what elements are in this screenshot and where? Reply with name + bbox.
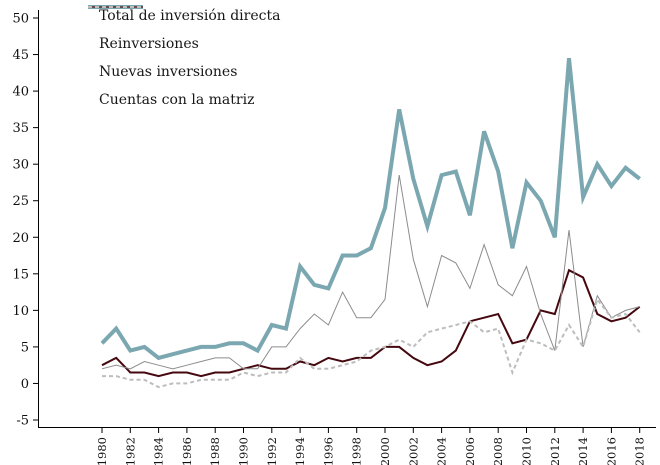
x-tick-label: 1994 bbox=[293, 437, 307, 465]
legend-label-cuentas: Cuentas con la matriz bbox=[99, 92, 255, 108]
legend-line-cuentas bbox=[88, 6, 143, 8]
y-tick-label: 10 bbox=[12, 304, 29, 319]
legend: Total de inversión directa Reinversiones… bbox=[88, 2, 280, 114]
x-tick-label: 1996 bbox=[321, 437, 335, 465]
series-line-0 bbox=[100, 57, 641, 361]
y-tick-label: 35 bbox=[12, 121, 29, 136]
y-tick-label: 5 bbox=[21, 340, 29, 355]
legend-item-nuevas: Nuevas inversiones bbox=[88, 6, 280, 86]
legend-item-reinversiones: Reinversiones bbox=[88, 6, 280, 58]
legend-label-nuevas: Nuevas inversiones bbox=[99, 64, 238, 80]
x-tick-label: 1986 bbox=[180, 437, 194, 465]
legend-label-total: Total de inversión directa bbox=[99, 8, 281, 24]
series-line-3 bbox=[102, 297, 641, 389]
y-tick-label: 30 bbox=[12, 158, 29, 173]
x-tick-label: 1980 bbox=[95, 437, 109, 465]
x-tick-label: 2002 bbox=[406, 437, 420, 465]
x-tick-label: 1982 bbox=[123, 437, 137, 465]
y-tick-label: 45 bbox=[12, 48, 29, 63]
x-tick-label: 1988 bbox=[208, 437, 222, 465]
x-tick-label: 2004 bbox=[435, 437, 449, 465]
x-tick-label: 1992 bbox=[265, 437, 279, 465]
x-tick-label: 2010 bbox=[520, 437, 534, 465]
x-tick-label: 2018 bbox=[633, 437, 647, 465]
y-tick-label: 50 bbox=[12, 12, 29, 27]
y-tick-label: 15 bbox=[12, 267, 29, 282]
x-tick-label: 2014 bbox=[576, 437, 590, 465]
x-tick-label: 1984 bbox=[152, 437, 166, 465]
series-line-2 bbox=[101, 175, 640, 370]
y-tick-label: -5 bbox=[16, 413, 29, 428]
y-tick-label: 40 bbox=[12, 85, 29, 100]
series-line-1 bbox=[101, 268, 641, 378]
x-tick-label: 2006 bbox=[463, 437, 477, 465]
x-tick-label: 1990 bbox=[237, 437, 251, 465]
x-tick-label: 2016 bbox=[604, 437, 618, 465]
legend-item-cuentas: Cuentas con la matriz bbox=[88, 6, 280, 114]
y-tick-label: 25 bbox=[12, 194, 29, 209]
x-tick-label: 2012 bbox=[548, 437, 562, 465]
x-tick-label: 1998 bbox=[350, 437, 364, 465]
y-tick-label: 20 bbox=[12, 231, 29, 246]
x-tick-label: 2000 bbox=[378, 437, 392, 465]
x-tick-label: 2008 bbox=[491, 437, 505, 465]
legend-label-reinversiones: Reinversiones bbox=[99, 36, 199, 52]
y-tick-label: 0 bbox=[21, 377, 29, 392]
